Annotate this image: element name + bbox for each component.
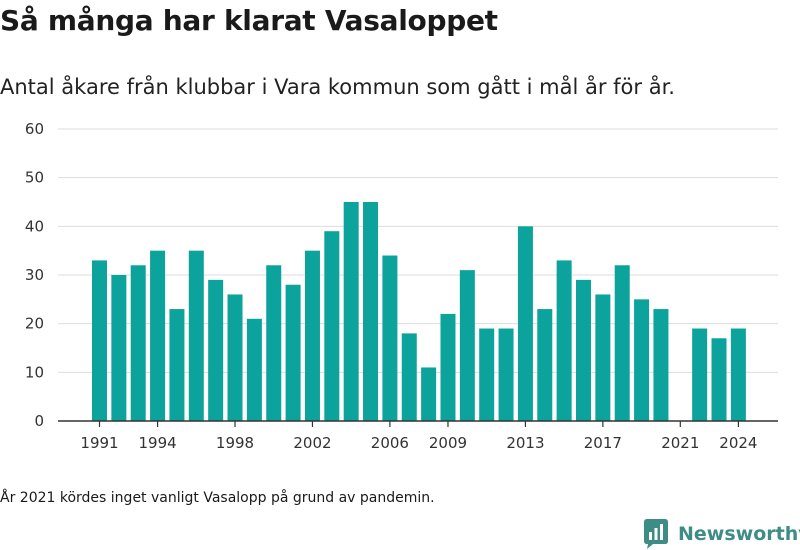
bar-1999[interactable]	[246, 318, 262, 421]
chart-title: Så många har klarat Vasaloppet	[0, 4, 498, 37]
brand-name: Newsworthy	[678, 523, 800, 545]
bar-chart: 0 10 20 30 40 50 60 1991 1994 1998 2002 2006 2009 20…	[25, 120, 778, 452]
x-tick-label: 2013	[506, 434, 544, 452]
x-tick-label: 2021	[661, 434, 699, 452]
x-tick-label: 2017	[584, 434, 622, 452]
x-tick-label: 1998	[216, 434, 254, 452]
bar-1991[interactable]	[92, 260, 107, 421]
bar-2008[interactable]	[421, 367, 437, 421]
bar-1998[interactable]	[227, 294, 243, 421]
y-tick-label: 20	[25, 315, 44, 333]
x-tick-label: 1991	[80, 434, 118, 452]
bar-2018[interactable]	[614, 265, 630, 421]
bar-2006[interactable]	[382, 255, 398, 421]
bar-2004[interactable]	[343, 202, 359, 421]
bar-1995[interactable]	[169, 309, 185, 421]
bar-1992[interactable]	[111, 275, 127, 421]
footnote: År 2021 kördes inget vanligt Vasalopp på…	[0, 490, 435, 506]
y-axis-tick-labels: 0 10 20 30 40 50 60	[25, 120, 44, 430]
bar-2019[interactable]	[634, 299, 650, 421]
bar-2005[interactable]	[363, 202, 379, 421]
bar-2003[interactable]	[324, 231, 340, 421]
bar-2015[interactable]	[556, 260, 572, 421]
x-tick-label: 2009	[429, 434, 467, 452]
bar-1993[interactable]	[130, 265, 146, 421]
bar-2013[interactable]	[517, 226, 533, 421]
bar-2014[interactable]	[537, 309, 553, 421]
bar-2009[interactable]	[440, 313, 456, 421]
bar-2016[interactable]	[576, 279, 591, 421]
x-tick-label: 2002	[293, 434, 331, 452]
chart-subtitle: Antal åkare från klubbar i Vara kommun s…	[0, 75, 675, 99]
brand-logo[interactable]: Newsworthy	[644, 518, 800, 550]
bar-1996[interactable]	[188, 250, 204, 421]
y-tick-label: 60	[25, 120, 44, 138]
bar-2000[interactable]	[266, 265, 282, 421]
y-tick-label: 0	[34, 412, 44, 430]
bar-2011[interactable]	[479, 328, 495, 421]
newsworthy-logo-icon	[644, 519, 668, 549]
x-axis-ticks: 1991 1994 1998 2002 2006 2009 2013 2017 2021 2024	[80, 421, 757, 452]
bar-2012[interactable]	[498, 328, 514, 421]
bar-2022[interactable]	[692, 328, 708, 421]
bar-2007[interactable]	[401, 333, 417, 421]
bar-2010[interactable]	[459, 270, 475, 421]
x-tick-label: 2024	[719, 434, 757, 452]
x-tick-label: 1994	[138, 434, 176, 452]
y-tick-label: 30	[25, 266, 44, 284]
bar-2002[interactable]	[304, 250, 320, 421]
y-tick-label: 40	[25, 217, 44, 235]
y-tick-label: 10	[25, 363, 44, 381]
bar-2001[interactable]	[285, 284, 301, 421]
bar-1997[interactable]	[208, 279, 224, 421]
gridlines	[58, 128, 778, 373]
bar-2024[interactable]	[730, 328, 746, 421]
bar-2020[interactable]	[653, 309, 669, 421]
y-tick-label: 50	[25, 169, 44, 187]
bar-1994[interactable]	[150, 250, 166, 421]
x-tick-label: 2006	[371, 434, 409, 452]
bar-2017[interactable]	[595, 294, 611, 421]
bar-2023[interactable]	[711, 338, 727, 421]
bars	[92, 202, 746, 421]
